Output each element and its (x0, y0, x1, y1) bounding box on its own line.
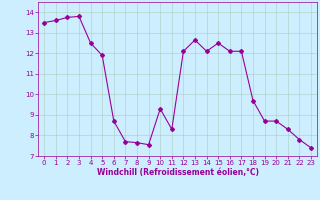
X-axis label: Windchill (Refroidissement éolien,°C): Windchill (Refroidissement éolien,°C) (97, 168, 259, 177)
